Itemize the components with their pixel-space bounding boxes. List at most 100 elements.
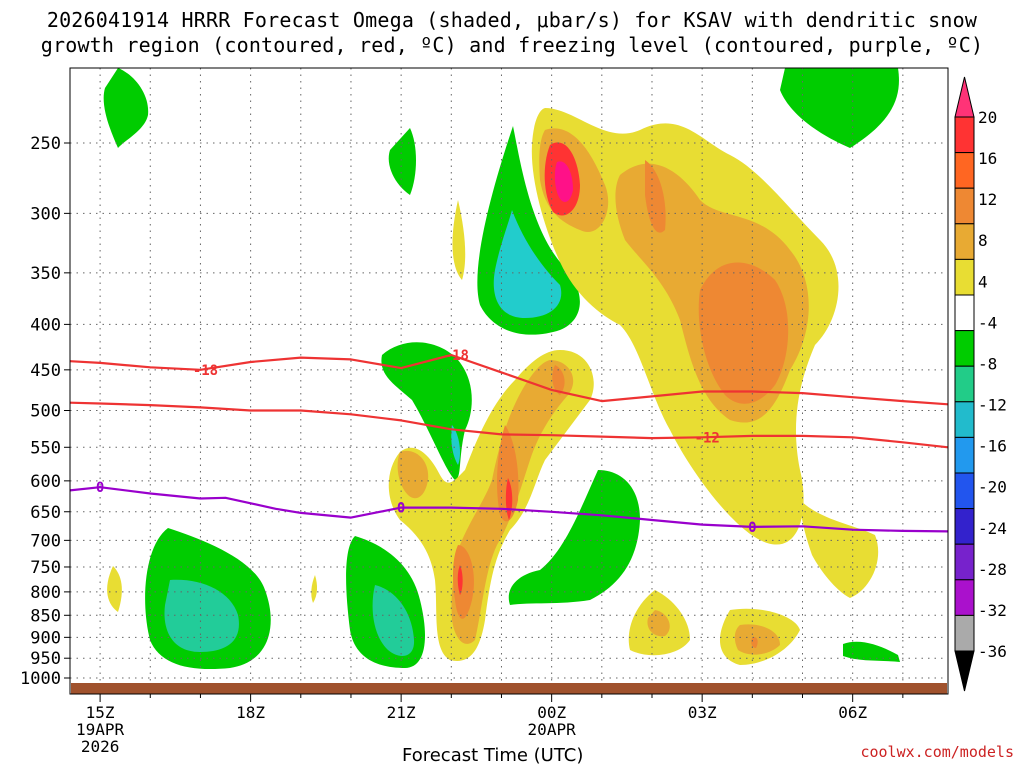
y-tick-label: 1000	[20, 669, 61, 689]
omega-cell-ascent-hot	[497, 425, 519, 522]
terrain-bar	[71, 683, 947, 694]
colorbar-label: -16	[978, 437, 1007, 456]
contour-label: -18	[444, 348, 469, 364]
contour-label: 0	[748, 520, 756, 536]
colorbar-label: -12	[978, 396, 1007, 415]
colorbar-bin	[954, 116, 975, 154]
omega-cell-ascent	[800, 500, 879, 598]
omega-cell-descent-core	[451, 425, 460, 465]
omega-cell-ascent-hot	[453, 545, 475, 619]
y-tick-label: 600	[30, 472, 61, 492]
colorbar-bin	[954, 365, 975, 403]
x-tick-label: 00Z	[537, 703, 566, 722]
x-tick-label: 06Z	[838, 703, 867, 722]
colorbar-bin	[954, 258, 975, 296]
omega-cell-ascent-peak	[457, 565, 463, 595]
contour-label: -12	[695, 430, 720, 446]
y-tick-label: 650	[30, 503, 61, 523]
y-tick-label: 300	[30, 204, 61, 224]
colorbar-bin	[954, 152, 975, 189]
omega-cell-descent	[843, 641, 900, 662]
omega-cell-ascent-mid	[734, 624, 780, 655]
colorbar-label: 4	[978, 272, 988, 291]
colorbar-bin	[954, 614, 975, 652]
colorbar-bin	[954, 223, 975, 260]
omega-cell-ascent	[311, 575, 318, 603]
dgz-top-contour	[69, 353, 949, 406]
x-tick-label: 03Z	[688, 703, 717, 722]
omega-shading	[103, 68, 900, 670]
colorbar-label: 20	[978, 108, 997, 127]
colorbar-bin	[954, 187, 975, 225]
y-tick-label: 250	[30, 134, 61, 154]
colorbar-bottom-arrow	[954, 650, 975, 692]
colorbar-label: -28	[978, 560, 1007, 579]
freezing-level-contour	[69, 486, 949, 533]
omega-cell-ascent-peak	[554, 161, 573, 202]
x-tick-label: 18Z	[236, 703, 265, 722]
x-tick-year: 2026	[81, 737, 120, 756]
omega-cell-ascent-mid	[647, 610, 670, 637]
omega-cell-descent-core	[164, 579, 239, 652]
chart-title-line1: 2026041914 HRRR Forecast Omega (shaded, …	[46, 8, 978, 32]
x-tick-label: 15Z	[86, 703, 115, 722]
omega-cell-ascent-hot	[698, 262, 789, 404]
colorbar-label: -36	[978, 642, 1007, 661]
colorbar-label: 8	[978, 231, 988, 250]
colorbar-bin	[954, 330, 975, 367]
colorbar-bin	[954, 508, 975, 545]
colorbar-label: -8	[978, 354, 997, 373]
y-tick-label: 750	[30, 558, 61, 578]
colorbar-label: -32	[978, 601, 1007, 620]
dgz-bottom-contour	[69, 401, 949, 449]
omega-cell-ascent	[452, 200, 466, 280]
grid	[70, 68, 948, 694]
colorbar-bin	[954, 543, 975, 581]
y-axis: 2503003504004505005506006507007508008509…	[20, 134, 70, 689]
colorbar-bin	[954, 436, 975, 474]
omega-cell-ascent-hot	[751, 637, 758, 648]
colorbar-label: -24	[978, 519, 1007, 538]
colorbar-top-arrow	[954, 76, 975, 118]
y-tick-label: 850	[30, 606, 61, 626]
credit-text: coolwx.com/models	[860, 743, 1014, 761]
omega-cell-descent-core	[493, 210, 562, 318]
y-tick-label: 350	[30, 264, 61, 284]
y-tick-label: 950	[30, 649, 61, 669]
omega-cell-descent	[508, 470, 640, 605]
colorbar-bin	[954, 579, 975, 616]
y-tick-label: 800	[30, 583, 61, 603]
colorbar-label: 12	[978, 190, 997, 209]
colorbar-bin	[954, 401, 975, 438]
y-tick-label: 550	[30, 438, 61, 458]
omega-cell-ascent-hot	[552, 365, 565, 395]
contours: 0 0 0 -18 -18 -12	[69, 348, 949, 536]
omega-cell-descent	[388, 128, 416, 195]
omega-cell-descent	[780, 68, 899, 148]
y-tick-label: 900	[30, 628, 61, 648]
x-tick-date: 19APR	[76, 720, 125, 739]
ground-strip	[71, 683, 947, 694]
chart-title-line2: growth region (contoured, red, ºC) and f…	[40, 33, 984, 57]
colorbar-bin	[954, 294, 975, 332]
contour-label: 0	[96, 480, 104, 496]
y-tick-label: 450	[30, 361, 61, 381]
plot-frame	[69, 67, 949, 695]
x-tick-label: 21Z	[387, 703, 416, 722]
colorbar-label: 16	[978, 149, 997, 168]
omega-cell-ascent	[107, 566, 122, 612]
omega-cell-descent	[103, 68, 149, 148]
colorbar-label: -20	[978, 478, 1007, 497]
x-tick-date: 20APR	[528, 720, 577, 739]
omega-cell-ascent-mid	[397, 450, 429, 499]
y-tick-label: 500	[30, 402, 61, 422]
omega-cell-descent	[381, 342, 472, 480]
x-axis-label: Forecast Time (UTC)	[402, 745, 584, 766]
omega-cell-descent-core	[372, 585, 415, 656]
y-tick-label: 400	[30, 315, 61, 335]
y-tick-label: 700	[30, 531, 61, 551]
contour-label: -18	[193, 363, 218, 379]
colorbar-label: -4	[978, 313, 997, 332]
